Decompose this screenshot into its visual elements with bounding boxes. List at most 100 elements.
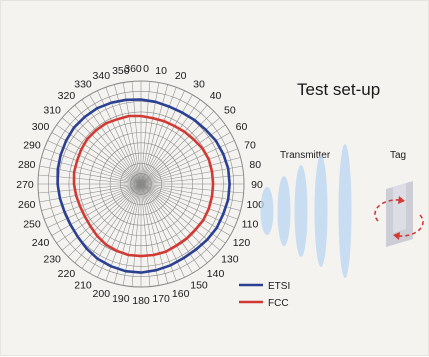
wave-3 [294,165,308,257]
grid-spoke [140,104,208,185]
tick-label-260: 260 [18,199,36,211]
tick-label-130: 130 [221,254,239,266]
tick-label-280: 280 [18,159,36,171]
tick-label-150: 150 [190,279,208,291]
grid-spoke [39,165,142,185]
grid-spoke [74,183,142,264]
grid-spoke [114,183,142,284]
grid-spoke [44,183,142,220]
tick-label-20: 20 [175,70,187,82]
grid-spoke [140,157,241,185]
tick-label-230: 230 [43,254,61,266]
tag-illustration [374,181,424,247]
tick-label-60: 60 [236,121,248,133]
grid-spoke [122,183,142,286]
legend-fcc-label: FCC [268,298,289,309]
tick-label-250: 250 [23,219,41,231]
tick-label-240: 240 [32,237,50,249]
tick-label-300: 300 [32,121,50,133]
tick-label-120: 120 [233,237,251,249]
grid-spoke [140,183,231,236]
grid-spoke [140,99,201,185]
grid-spoke [140,165,243,185]
tick-label-160: 160 [172,288,190,300]
grid-spoke [140,87,177,185]
tick-label-350: 350 [112,65,130,77]
grid-spoke [39,183,142,203]
rotation-arrow-bottom [398,214,424,237]
legend: ETSI FCC [239,281,290,309]
grid-spoke [41,183,142,211]
grid-spoke [61,117,142,185]
tick-label-190: 190 [112,293,130,305]
grid-spoke [140,148,238,185]
grid-spoke [140,174,244,185]
grid-spoke [140,183,238,220]
tag-label: Tag [390,150,406,161]
tick-label-80: 80 [249,159,261,171]
grid-spoke [140,84,168,185]
tick-label-270: 270 [16,179,34,191]
tick-label-340: 340 [93,70,111,82]
grid-spoke [140,183,241,211]
grid-spoke [140,110,215,185]
grid-spoke [140,81,151,185]
wave-5 [338,144,352,278]
tick-label-210: 210 [74,279,92,291]
tick-label-10: 10 [155,65,167,77]
grid-spoke [140,183,151,287]
grid-spoke [38,174,142,185]
tick-label-30: 30 [193,79,205,91]
tag-card-highlight [393,183,406,233]
transmitter-label: Transmitter [280,150,331,161]
tick-label-220: 220 [58,268,76,280]
polar-grid [37,80,245,288]
grid-spoke [67,110,142,185]
rotation-arrowhead-top [398,196,405,204]
tick-label-70: 70 [244,139,256,151]
rotation-arrow-top [374,199,400,222]
grid-spoke [105,183,142,281]
wave-4 [314,155,328,267]
tick-label-330: 330 [74,79,92,91]
tick-label-180: 180 [132,295,150,307]
grid-spoke [47,183,142,228]
setup-title: Test set-up [297,80,380,99]
tick-label-0: 0 [143,63,149,75]
tick-label-140: 140 [207,268,225,280]
grid-spoke [89,94,142,185]
tick-label-100: 100 [246,199,264,211]
grid-spoke [81,99,142,185]
tick-label-170: 170 [152,293,170,305]
series-line-fcc [72,114,215,258]
tick-label-320: 320 [58,90,76,102]
grid-spoke [38,183,142,194]
grid-spoke [140,90,185,185]
grid-spoke [61,183,142,251]
grid-spoke [67,183,142,258]
grid-spoke [140,183,244,194]
transmitter-waves [260,144,352,278]
grid-spoke [56,183,142,244]
tick-label-360: 360 [124,63,142,75]
tick-label-50: 50 [224,104,236,116]
grid-spoke [140,183,235,228]
tick-label-200: 200 [93,288,111,300]
tick-label-40: 40 [210,90,222,102]
grid-spoke [140,183,243,203]
grid-spoke [131,183,142,287]
wave-1 [260,187,274,235]
wave-2 [277,176,291,246]
series-line-etsi [56,98,231,274]
grid-spoke [74,104,142,185]
tick-label-90: 90 [251,179,263,191]
grid-spoke [140,82,160,185]
legend-etsi-label: ETSI [268,281,290,292]
rotation-arrowhead-bottom [393,232,400,240]
grid-spoke [140,117,221,185]
grid-spoke [51,183,142,236]
tick-label-310: 310 [43,104,61,116]
